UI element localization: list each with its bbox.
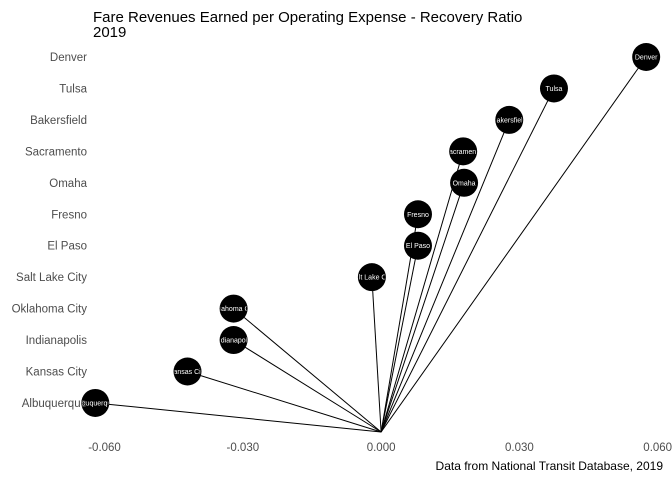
x-tick-label-1: -0.030 — [227, 442, 260, 454]
segment-el-paso — [380, 245, 419, 433]
segment-omaha — [380, 182, 465, 433]
point-label-sacramento: Sacramento — [444, 149, 482, 156]
point-bakersfield — [495, 105, 524, 134]
point-label-kansas-city: Kansas City — [169, 369, 207, 376]
points-layer: Denver Tulsa Bakersfield Sacramento Omaha Fre… — [75, 43, 661, 417]
segment-albuquerque — [95, 402, 382, 433]
segment-indianapolis — [233, 339, 382, 433]
point-label-salt-lake-city: Salt Lake City — [350, 275, 394, 282]
x-axis-tick-labels: -0.060 -0.030 0.000 0.030 0.060 — [88, 442, 672, 454]
y-tick-label-omaha: Omaha — [49, 178, 87, 190]
point-salt-lake-city — [357, 263, 386, 292]
point-albuquerque — [81, 388, 110, 417]
y-tick-label-tulsa: Tulsa — [59, 83, 87, 95]
point-oklahoma-city — [219, 294, 248, 323]
x-tick-label-3: 0.030 — [505, 442, 534, 454]
point-label-bakersfield: Bakersfield — [492, 117, 527, 124]
x-tick-label-2: 0.000 — [367, 442, 396, 454]
point-label-tulsa: Tulsa — [546, 86, 563, 93]
x-tick-label-0: -0.060 — [88, 442, 121, 454]
y-tick-label-oklahoma-city: Oklahoma City — [12, 304, 88, 316]
point-label-denver: Denver — [635, 55, 658, 62]
y-axis-tick-labels: Denver Tulsa Bakersfield Sacramento Omaha Fre… — [12, 52, 88, 410]
segment-kansas-city — [187, 371, 382, 433]
chart-caption: Data from National Transit Database, 201… — [436, 459, 664, 473]
chart-subtitle: 2019 — [93, 24, 126, 41]
y-tick-label-bakersfield: Bakersfield — [30, 115, 87, 127]
segment-sacramento — [380, 151, 464, 433]
point-label-indianapolis: Indianapolis — [215, 338, 253, 345]
y-tick-label-salt-lake-city: Salt Lake City — [16, 272, 87, 284]
point-label-fresno: Fresno — [407, 212, 429, 219]
chart-title: Fare Revenues Earned per Operating Expen… — [93, 9, 522, 26]
point-denver — [632, 43, 661, 71]
y-tick-label-denver: Denver — [50, 52, 87, 64]
point-fresno — [403, 200, 432, 229]
segment-oklahoma-city — [233, 308, 382, 433]
segment-tulsa — [380, 88, 555, 433]
point-label-albuquerque: Albuquerque — [75, 400, 115, 407]
point-sacramento — [449, 137, 478, 166]
point-label-oklahoma-city: Oklahoma City — [211, 306, 257, 313]
segment-salt-lake-city — [371, 277, 382, 433]
y-tick-label-fresno: Fresno — [51, 209, 87, 221]
segment-denver — [380, 56, 647, 433]
y-tick-label-el-paso: El Paso — [47, 241, 87, 253]
point-kansas-city — [173, 357, 202, 386]
point-el-paso — [403, 231, 432, 260]
y-tick-label-albuquerque: Albuquerque — [22, 398, 87, 410]
point-indianapolis — [219, 326, 248, 355]
segment-bakersfield — [380, 119, 510, 433]
y-tick-label-indianapolis: Indianapolis — [26, 335, 88, 347]
point-label-el-paso: El Paso — [406, 243, 430, 250]
y-tick-label-kansas-city: Kansas City — [26, 367, 88, 379]
point-label-omaha: Omaha — [453, 180, 476, 187]
point-omaha — [450, 168, 479, 197]
segments-layer — [95, 56, 647, 433]
x-tick-label-4: 0.060 — [643, 442, 672, 454]
y-tick-label-sacramento: Sacramento — [25, 146, 87, 158]
point-tulsa — [539, 74, 568, 103]
